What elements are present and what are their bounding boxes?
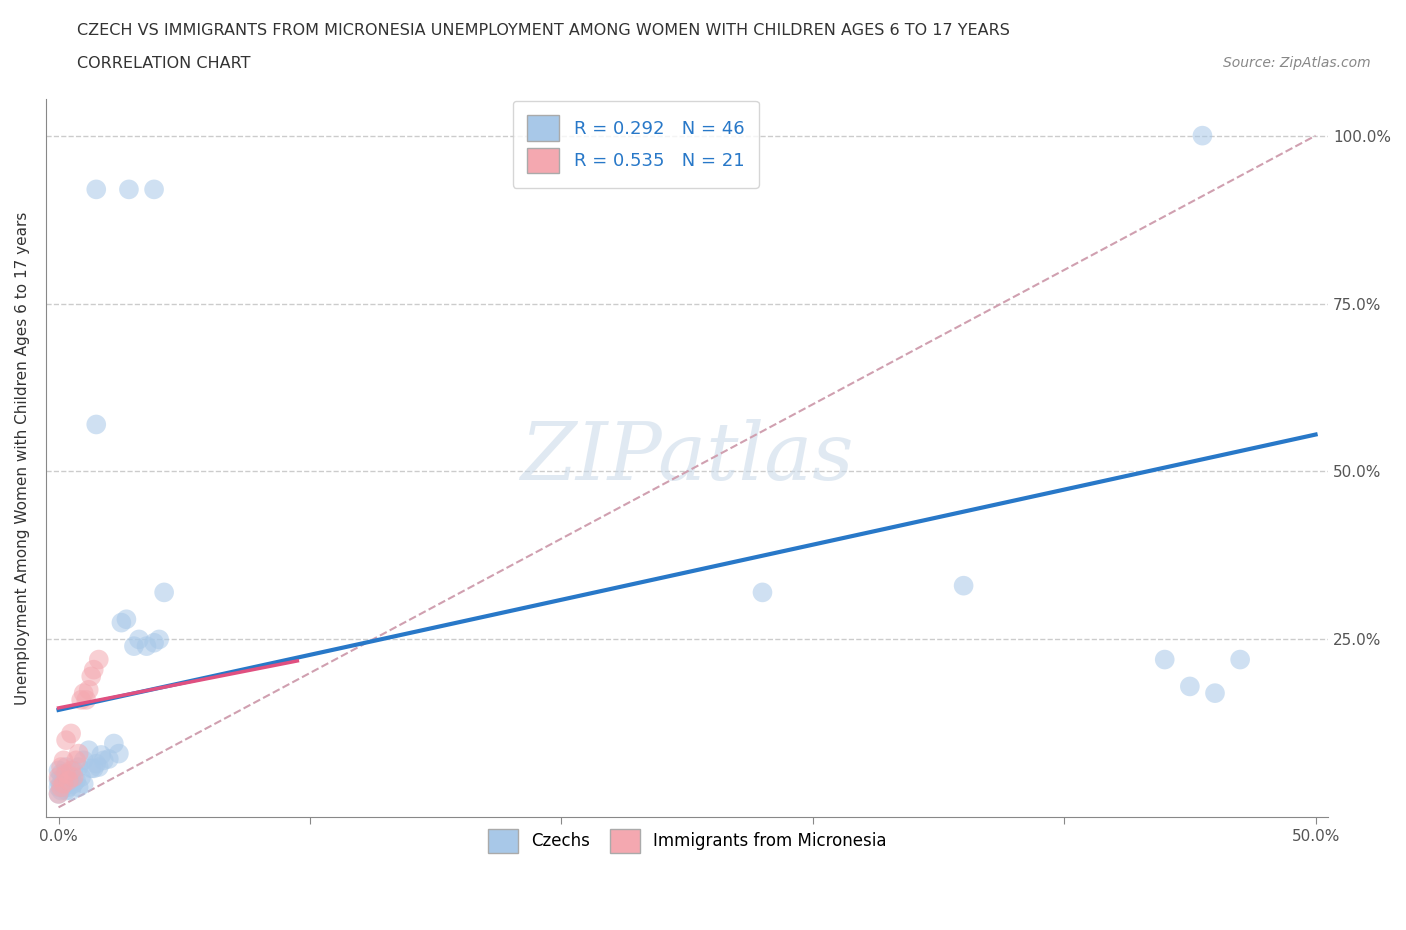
Point <box>48 787 70 802</box>
Point <box>49 777 72 791</box>
Point <box>1229 652 1251 667</box>
Point <box>84 182 107 197</box>
Legend: Czechs, Immigrants from Micronesia: Czechs, Immigrants from Micronesia <box>481 822 893 859</box>
Point <box>84 417 107 432</box>
Point <box>1204 685 1226 700</box>
Point <box>48 779 70 794</box>
Point <box>751 585 773 600</box>
Point <box>118 182 141 197</box>
Point <box>52 779 75 794</box>
Point <box>65 753 87 768</box>
Point <box>115 612 138 627</box>
Point <box>49 766 72 781</box>
Point <box>49 779 72 794</box>
Point <box>84 756 107 771</box>
Point <box>70 770 93 785</box>
Point <box>1191 128 1213 143</box>
Point <box>60 770 83 785</box>
Point <box>52 777 75 791</box>
Point <box>110 615 132 630</box>
Point <box>55 773 77 788</box>
Point <box>93 753 115 768</box>
Point <box>1178 679 1201 694</box>
Point <box>153 585 176 600</box>
Point <box>75 693 97 708</box>
Point <box>55 766 77 781</box>
Point <box>48 763 70 777</box>
Point <box>49 783 72 798</box>
Point <box>67 746 90 761</box>
Text: CZECH VS IMMIGRANTS FROM MICRONESIA UNEMPLOYMENT AMONG WOMEN WITH CHILDREN AGES : CZECH VS IMMIGRANTS FROM MICRONESIA UNEM… <box>77 23 1010 38</box>
Point <box>87 652 110 667</box>
Point <box>73 753 96 768</box>
Point <box>52 770 75 785</box>
Point <box>952 578 974 593</box>
Point <box>103 736 125 751</box>
Point <box>73 685 96 700</box>
Point <box>55 733 77 748</box>
Point <box>143 635 166 650</box>
Point <box>65 773 87 788</box>
Point <box>60 763 83 777</box>
Point <box>77 743 100 758</box>
Point <box>49 760 72 775</box>
Point <box>83 662 105 677</box>
Point <box>1153 652 1175 667</box>
Point <box>62 763 84 777</box>
Point <box>52 753 75 768</box>
Point <box>135 639 157 654</box>
Point <box>122 639 145 654</box>
Text: ZIPatlas: ZIPatlas <box>520 419 853 497</box>
Point <box>58 773 80 788</box>
Point <box>48 787 70 802</box>
Point <box>83 761 105 776</box>
Point <box>55 760 77 775</box>
Point <box>143 182 166 197</box>
Point <box>48 773 70 788</box>
Point <box>62 777 84 791</box>
Point <box>60 783 83 798</box>
Point <box>80 761 103 776</box>
Point <box>80 669 103 684</box>
Point <box>97 751 120 766</box>
Point <box>58 766 80 781</box>
Point <box>77 683 100 698</box>
Point <box>73 777 96 791</box>
Point <box>48 770 70 785</box>
Point <box>55 783 77 798</box>
Point <box>90 748 112 763</box>
Point <box>70 693 93 708</box>
Point <box>58 779 80 794</box>
Text: CORRELATION CHART: CORRELATION CHART <box>77 56 250 71</box>
Point <box>67 779 90 794</box>
Text: Source: ZipAtlas.com: Source: ZipAtlas.com <box>1223 56 1371 70</box>
Point <box>108 746 131 761</box>
Y-axis label: Unemployment Among Women with Children Ages 6 to 17 years: Unemployment Among Women with Children A… <box>15 211 30 705</box>
Point <box>67 760 90 775</box>
Point <box>60 726 83 741</box>
Point <box>62 770 84 785</box>
Point <box>87 760 110 775</box>
Point <box>148 632 170 647</box>
Point <box>128 632 150 647</box>
